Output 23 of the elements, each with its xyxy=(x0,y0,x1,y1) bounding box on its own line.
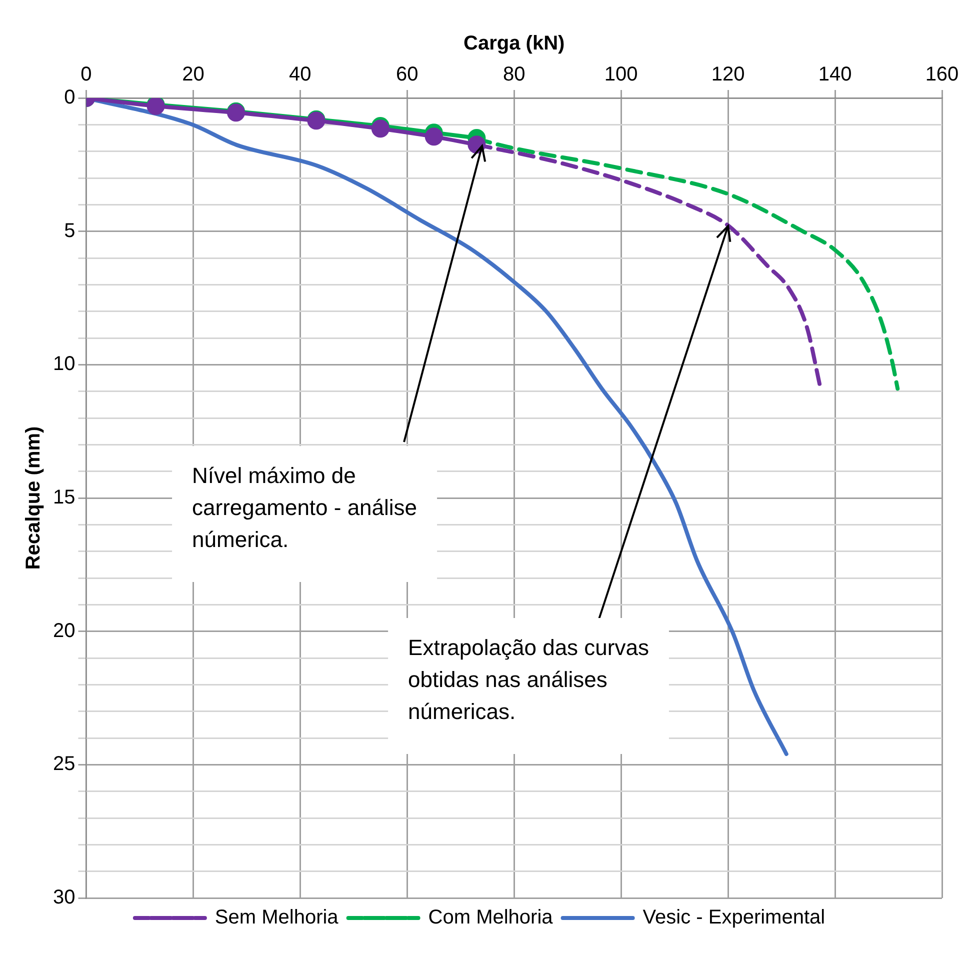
x-tick-label: 60 xyxy=(396,64,418,86)
x-tick-label: 0 xyxy=(80,64,92,86)
x-tick-label: 140 xyxy=(818,64,852,86)
x-tick-label: 40 xyxy=(289,64,312,86)
y-tick-label: 10 xyxy=(52,353,76,376)
y-axis-title: Recalque (mm) xyxy=(22,426,45,570)
legend-label: Vesic - Experimental xyxy=(642,906,826,929)
x-tick-label: 20 xyxy=(182,64,204,86)
x-axis-title: Carga (kN) xyxy=(464,32,565,55)
y-tick-label: 0 xyxy=(64,86,76,109)
y-tick-label: 5 xyxy=(64,220,76,242)
legend-label: Com Melhoria xyxy=(428,906,554,929)
x-tick-label: 100 xyxy=(604,64,638,86)
x-tick-label: 80 xyxy=(503,64,526,86)
y-tick-label: 30 xyxy=(52,886,76,909)
annotation: Extrapolação das curvas obtidas nas análises númericas. xyxy=(408,635,649,724)
x-tick-label: 120 xyxy=(711,64,745,86)
x-tick-label: 160 xyxy=(925,64,959,86)
y-tick-label: 15 xyxy=(52,486,76,509)
annotation: Nível máximo de carregamento - análise númerica. xyxy=(192,463,418,552)
y-tick-label: 25 xyxy=(52,753,76,776)
y-tick-label: 20 xyxy=(52,620,76,642)
legend-label: Sem Melhoria xyxy=(214,906,340,929)
